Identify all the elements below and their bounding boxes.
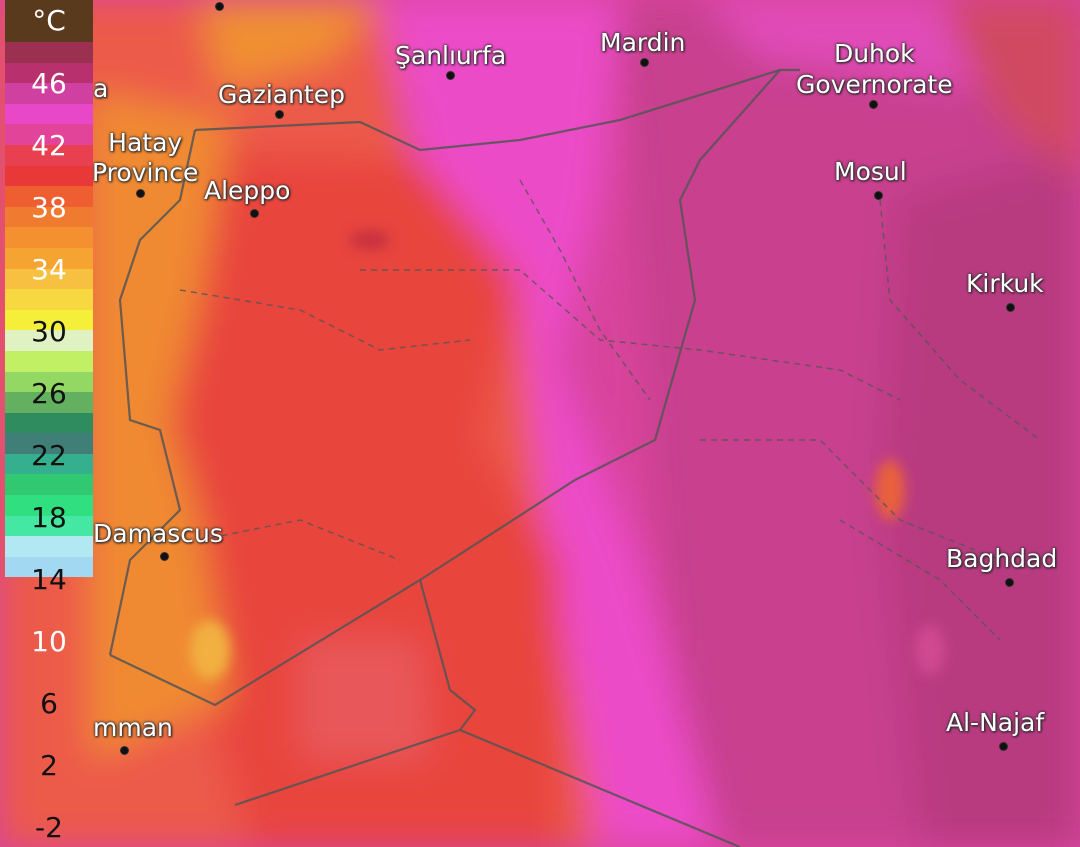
legend-label: 2 [40,749,58,782]
legend-color-band [5,309,93,331]
legend-label: 46 [31,67,67,100]
city-name: mman [93,713,173,742]
city-name: Baghdad [946,544,1058,573]
legend-label: 38 [31,191,67,224]
legend-unit: °C [32,4,66,37]
legend-label: 14 [31,563,67,596]
city-dot [874,191,883,200]
legend-color-band [5,186,93,207]
legend-color-band [5,206,93,228]
city-name: Mardin [600,28,686,57]
legend-color-band [5,247,93,269]
legend-color-band [5,144,93,166]
legend-label: 6 [40,687,58,720]
legend-color-band [5,495,93,516]
legend-color-band [5,453,93,475]
legend-unit-header: °C [5,0,93,42]
city-name: Kirkuk [966,269,1044,298]
city-name: Damascus [93,519,223,548]
city-name: Duhok Governorate [796,39,953,99]
city-dot [1006,303,1015,312]
city-dot [120,746,129,755]
city-dot [869,100,878,109]
legend-label: 34 [31,253,67,286]
legend-color-band [5,103,93,125]
legend-color-band [5,268,93,290]
country-borders [108,68,800,847]
legend-color-band [5,42,93,63]
city-name: Hatay Province [92,128,199,187]
city-name: Al-Najaf [946,708,1045,737]
city-dot [275,110,284,119]
city-dot [136,189,145,198]
legend-label: -2 [35,811,63,844]
legend-label: 22 [31,439,67,472]
legend-color-band [5,124,93,145]
city-name: Mosul [834,157,907,186]
city-dot [446,71,455,80]
city-dot [215,2,224,11]
legend-color-band [5,515,93,537]
city-name: Aleppo [204,176,291,205]
legend-color-band [5,62,93,84]
legend-color-band [5,289,93,310]
city-dot [999,742,1008,751]
legend-color-band [5,371,93,393]
legend-color-band [5,556,93,578]
city-dot [250,209,259,218]
legend-label: 18 [31,501,67,534]
province-borders [179,179,1041,641]
temperature-legend: °C 46 42 38 34 30 26 22 18 14 10 6 2 -2 [5,0,93,847]
legend-color-band [5,392,93,413]
legend-label: 30 [31,315,67,348]
legend-bands [5,42,93,578]
legend-label: 26 [31,377,67,410]
city-dot [1005,578,1014,587]
legend-label: 10 [31,625,67,658]
legend-label: 42 [31,129,67,162]
legend-color-band [5,412,93,434]
legend-color-band [5,536,93,557]
legend-color-band [5,330,93,351]
legend-color-band [5,227,93,248]
legend-color-band [5,474,93,496]
city-name: Şanlıurfa [395,41,507,70]
city-name: a [93,74,109,103]
city-dot [640,58,649,67]
city-dot [160,552,169,561]
legend-color-band [5,83,93,104]
legend-color-band [5,350,93,372]
legend-color-band [5,165,93,187]
legend-color-band [5,433,93,454]
city-name: Gaziantep [218,80,345,109]
